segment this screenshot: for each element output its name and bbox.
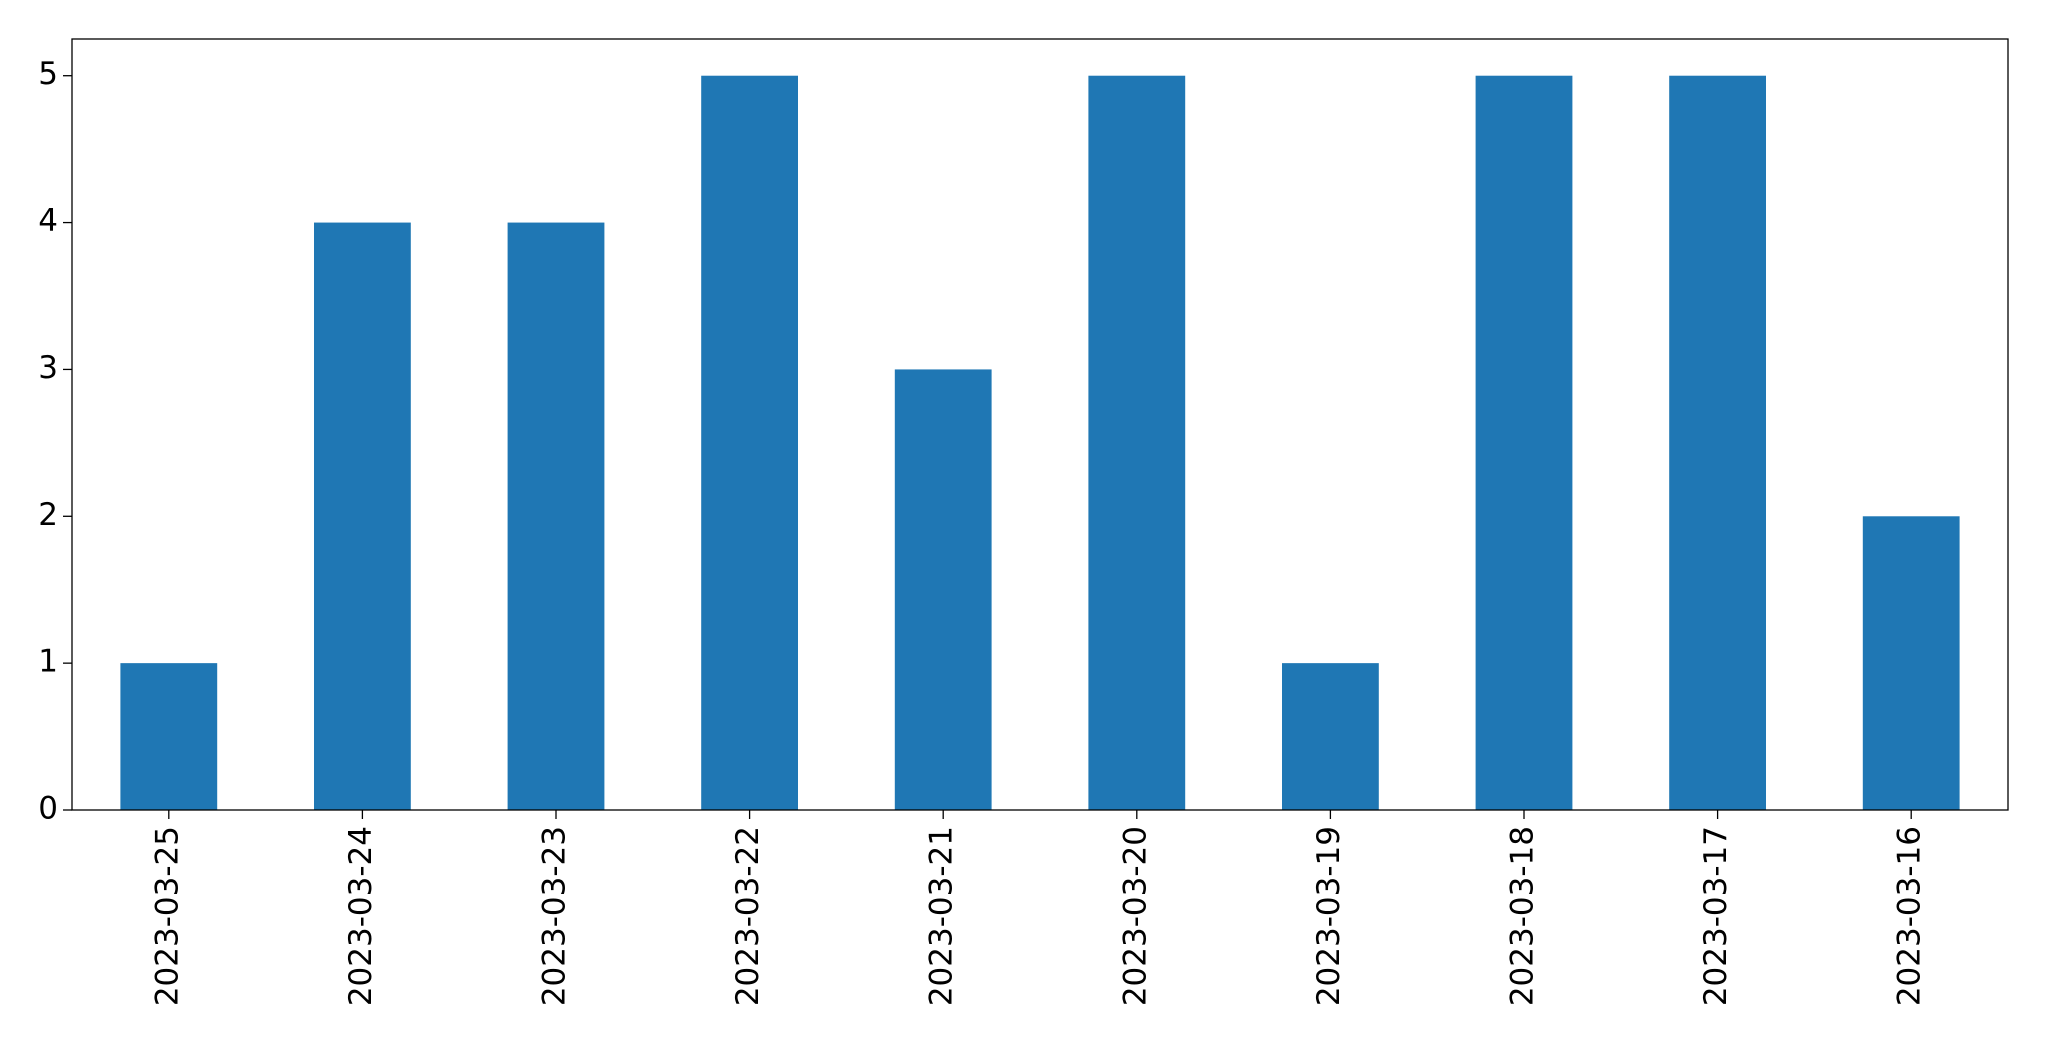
plot-frame [71, 38, 2009, 811]
y-tick-label: 4 [38, 203, 58, 239]
bar [507, 222, 605, 811]
x-tick-label: 2023-03-22 [730, 826, 766, 1006]
x-tick-label: 2023-03-25 [149, 826, 185, 1006]
bar [1282, 663, 1379, 810]
y-tick-label: 1 [38, 644, 58, 680]
x-tick-label: 2023-03-21 [924, 826, 960, 1006]
y-tick-label: 0 [38, 791, 58, 827]
bar [120, 663, 218, 810]
x-tick-label: 2023-03-16 [1892, 826, 1928, 1006]
x-tick-label: 2023-03-17 [1698, 826, 1734, 1006]
y-tick-label: 5 [38, 56, 58, 92]
bar [1862, 516, 1960, 810]
bar [701, 75, 798, 810]
y-tick-label: 2 [38, 497, 58, 533]
bar [314, 222, 411, 811]
y-tick-label: 3 [38, 350, 58, 386]
x-tick-label: 2023-03-23 [537, 826, 573, 1006]
bar [894, 369, 992, 810]
bar [1088, 75, 1186, 810]
bar [1669, 75, 1766, 810]
bar [1475, 75, 1573, 810]
x-tick-label: 2023-03-24 [343, 826, 379, 1006]
x-tick-label: 2023-03-19 [1311, 826, 1347, 1006]
x-tick-label: 2023-03-18 [1505, 826, 1541, 1006]
x-tick-label: 2023-03-20 [1117, 826, 1153, 1006]
